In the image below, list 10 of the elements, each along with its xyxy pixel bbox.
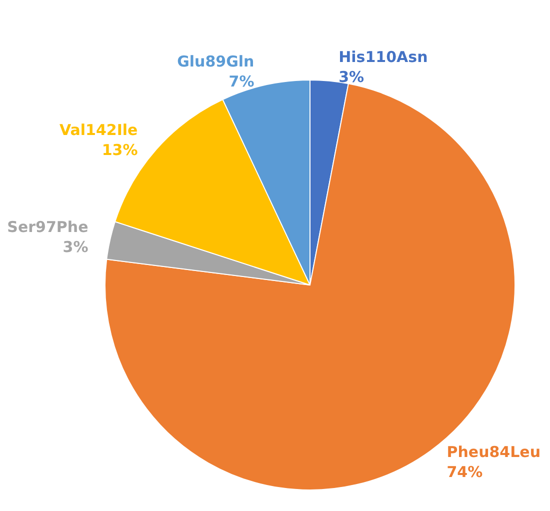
data-label: 13% [102,141,138,160]
slice-label: Ser97Phe [7,218,88,236]
data-label: 3% [338,68,364,86]
slice-label: Pheu84Leu [446,443,541,462]
data-label: 3% [62,238,88,256]
slice-label: His110Asn [338,48,428,66]
slice-label: Glu89Gln [177,52,254,70]
data-label: 74% [446,463,483,482]
data-label: 7% [228,72,254,90]
slice-label: Val142Ile [59,121,138,140]
